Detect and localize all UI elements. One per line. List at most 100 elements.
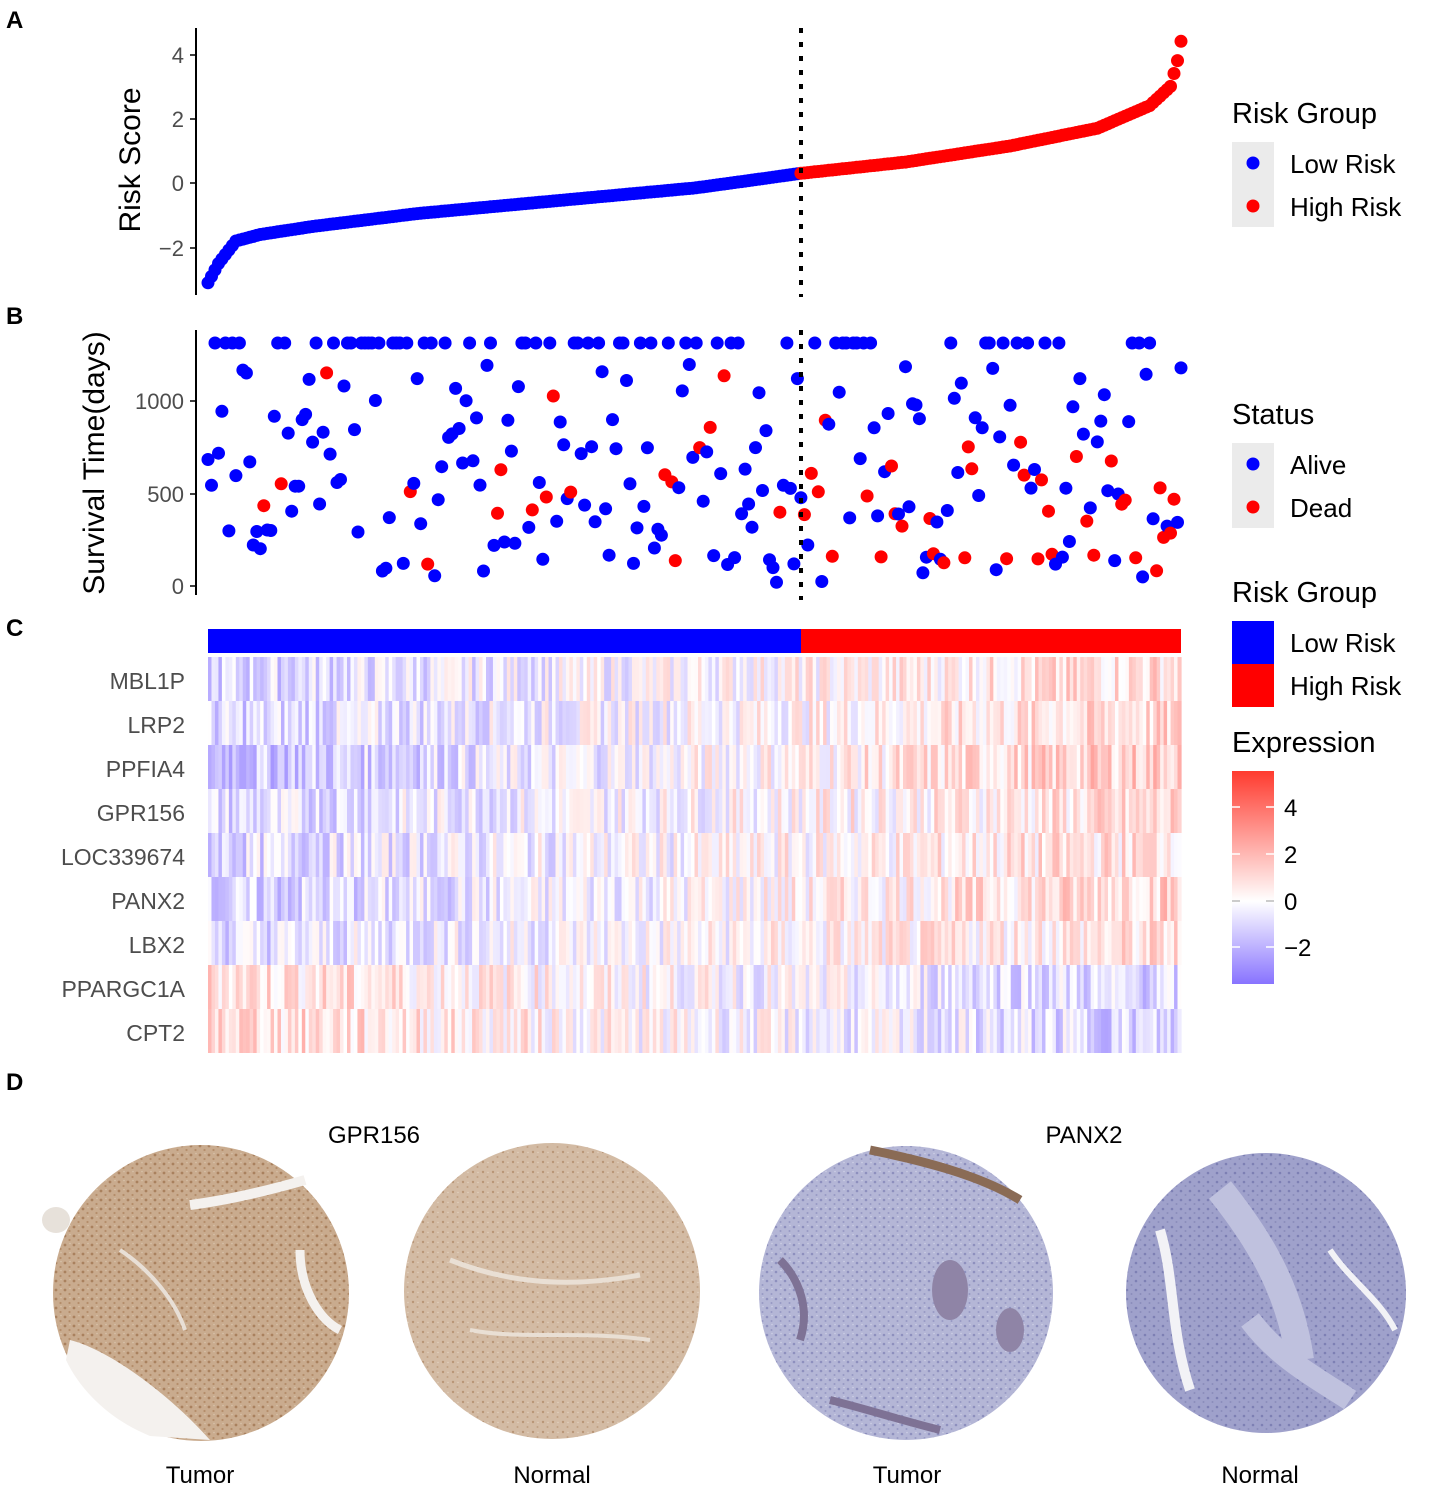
heatmap-cell: [392, 657, 397, 701]
heatmap-cell: [225, 877, 230, 921]
heatmap-cell: [228, 1009, 233, 1053]
heatmap-cell: [239, 877, 244, 921]
heatmap-cell: [677, 701, 682, 745]
heatmap-cell: [364, 921, 369, 965]
heatmap-cell: [437, 789, 442, 833]
heatmap-cell: [1153, 1009, 1158, 1053]
heatmap-cell: [729, 833, 734, 877]
heatmap-cell: [982, 833, 988, 877]
heatmap-cell: [736, 833, 741, 877]
heatmap-cell: [381, 701, 386, 745]
heatmap-cell: [916, 789, 921, 833]
heatmap-cell: [260, 965, 265, 1009]
heatmap-cell: [861, 877, 866, 921]
heatmap-cell: [291, 965, 296, 1009]
heatmap-cell: [635, 789, 640, 833]
heatmap-cell: [1121, 657, 1127, 701]
survival-point-alive: [616, 336, 630, 350]
heatmap-cell: [680, 1009, 685, 1053]
heatmap-cell: [489, 1009, 494, 1053]
heatmap-cell: [211, 789, 216, 833]
heatmap-cell: [475, 877, 480, 921]
heatmap-cell: [951, 921, 956, 965]
heatmap-cell: [218, 1009, 223, 1053]
heatmap-cell: [670, 657, 675, 701]
legend-low-risk-c-label: Low Risk: [1290, 628, 1396, 658]
annotation-bar-low-risk: [208, 629, 801, 653]
heatmap-cell: [875, 1009, 880, 1053]
heatmap-cell: [1028, 789, 1033, 833]
heatmap-cell: [937, 877, 942, 921]
survival-point-alive: [459, 394, 473, 408]
heatmap-cell: [1108, 833, 1113, 877]
heatmap-cell: [948, 965, 953, 1009]
survival-point-alive: [930, 515, 944, 529]
survival-point-dead: [1087, 548, 1101, 562]
heatmap-cell: [409, 657, 414, 701]
heatmap-cell: [489, 877, 494, 921]
heatmap-cell: [826, 657, 831, 701]
heatmap-cell: [819, 877, 824, 921]
heatmap-cell: [1021, 1009, 1026, 1053]
heatmap-cell: [524, 921, 529, 965]
survival-point-alive: [532, 476, 546, 489]
heatmap-cell: [830, 877, 835, 921]
survival-point-alive: [940, 504, 954, 517]
survival-point-alive: [881, 407, 895, 420]
survival-point-alive: [972, 489, 986, 502]
heatmap-cell: [211, 701, 216, 745]
heatmap-cell: [906, 657, 911, 701]
survival-point-dead: [860, 489, 874, 503]
heatmap-cell: [704, 833, 709, 877]
heatmap-cell: [767, 701, 772, 745]
heatmap-cell: [413, 965, 418, 1009]
legend-alive-label: Alive: [1290, 450, 1346, 480]
heatmap-cell: [371, 745, 376, 789]
survival-point-alive: [574, 447, 588, 461]
heatmap-cell: [819, 745, 824, 789]
heatmap-cell: [1021, 921, 1026, 965]
heatmap-cell: [836, 657, 842, 701]
heatmap-cell: [1038, 745, 1043, 789]
survival-point-alive: [452, 422, 466, 435]
heatmap-cell: [308, 965, 313, 1009]
heatmap-cell: [333, 833, 338, 877]
survival-point-alive: [996, 336, 1010, 350]
heatmap-cell: [440, 1009, 445, 1053]
heatmap-cell: [1035, 789, 1040, 833]
heatmap-cell: [1031, 921, 1036, 965]
heatmap-cell: [805, 657, 810, 701]
survival-point-alive: [372, 336, 386, 350]
heatmap-cell: [989, 877, 994, 921]
heatmap-cell: [1052, 745, 1057, 789]
heatmap-cell: [270, 1009, 275, 1053]
heatmap-cell: [312, 789, 317, 833]
survival-point-alive: [1108, 554, 1122, 568]
heatmap-cell: [621, 833, 626, 877]
heatmap-cell: [774, 965, 779, 1009]
heatmap-cell: [725, 1009, 730, 1053]
heatmap-cell: [409, 965, 414, 1009]
heatmap-cell: [437, 965, 442, 1009]
heatmap-cell: [1083, 877, 1088, 921]
heatmap-cell: [1170, 921, 1175, 965]
heatmap-cell: [975, 657, 981, 701]
heatmap-cell: [652, 877, 657, 921]
heatmap-cell: [562, 965, 567, 1009]
heatmap-cell: [378, 789, 383, 833]
heatmap-cell: [729, 877, 734, 921]
heatmap-cell: [757, 833, 762, 877]
heatmap-cell: [558, 1009, 564, 1053]
heatmap-cell: [611, 833, 616, 877]
heatmap-cell: [225, 921, 230, 965]
heatmap-cell: [996, 789, 1001, 833]
heatmap-cell: [1146, 877, 1151, 921]
heatmap-cell: [1069, 833, 1074, 877]
heatmap-cell: [315, 657, 320, 701]
heatmap-cell: [472, 745, 477, 789]
survival-point-alive: [867, 421, 881, 435]
heatmap-cell: [805, 921, 810, 965]
heatmap-cell: [1156, 701, 1161, 745]
heatmap-cell: [1114, 657, 1120, 701]
heatmap-cell: [538, 965, 543, 1009]
